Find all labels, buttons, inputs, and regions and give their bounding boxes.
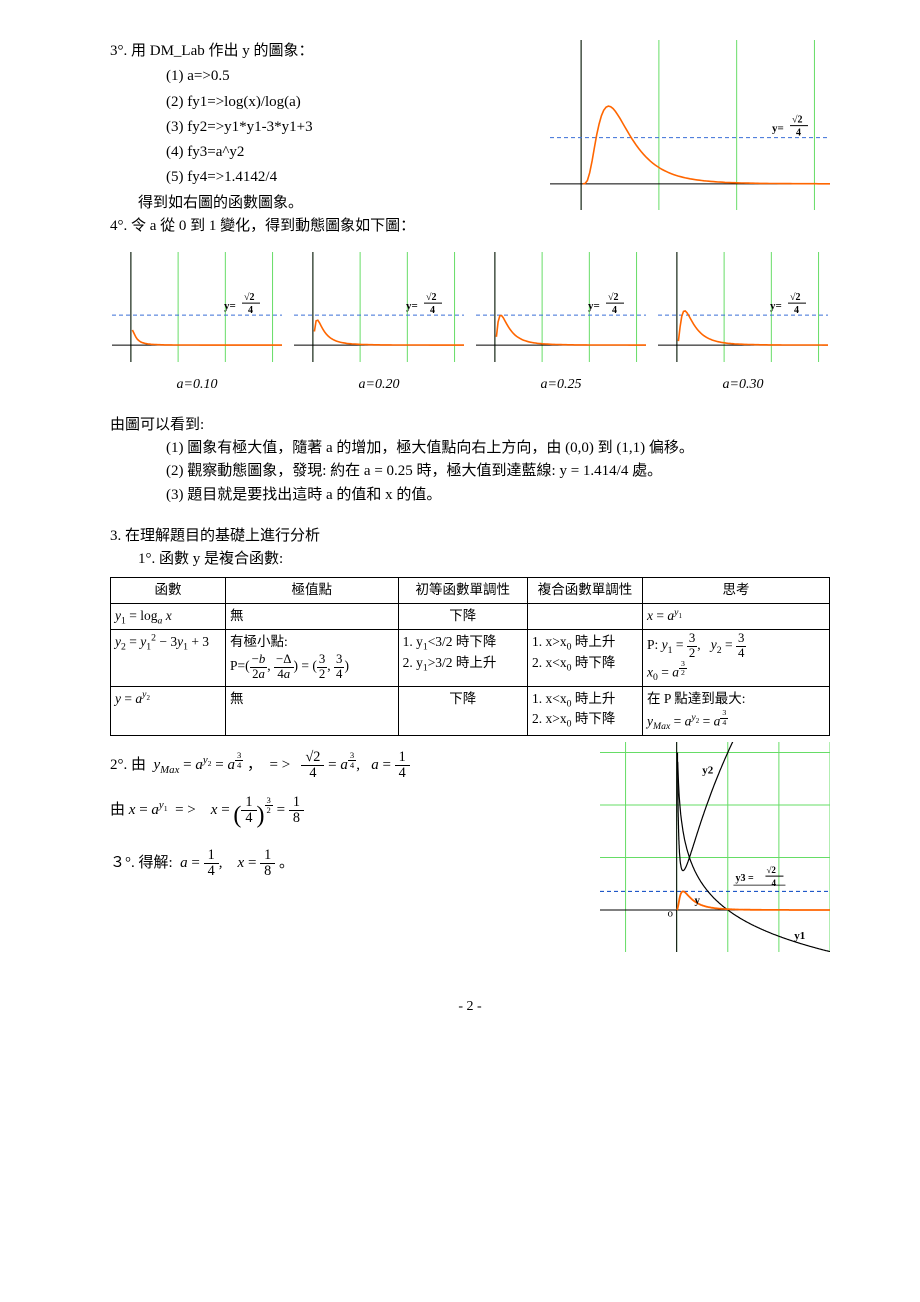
- small-graph: y= √2 4: [476, 252, 646, 362]
- table-cell: 下降: [398, 686, 527, 735]
- formula-item: (2) fy1=>log(x)/log(a): [166, 91, 538, 114]
- eq-ymax: 2°. 由 yMax = ay2 = a34 ， = > √24 = a34, …: [110, 750, 592, 781]
- table-cell: x = ay1: [643, 604, 830, 630]
- small-graph-caption: a=0.10: [110, 374, 284, 396]
- section3-heading: 3. 在理解題目的基礎上進行分析: [110, 525, 830, 548]
- table-cell: y1 = loga x: [111, 604, 226, 630]
- svg-text:y3 =: y3 =: [735, 873, 754, 884]
- final-graph: y2 y1 y o y3 = √2 4: [600, 742, 830, 952]
- svg-text:√2: √2: [608, 292, 619, 303]
- formula-item: (5) fy4=>1.4142/4: [166, 166, 538, 189]
- table-cell: 1. x>x0 時上升2. x<x0 時下降: [527, 630, 642, 686]
- analysis-table: 函數極值點初等函數單調性複合函數單調性思考 y1 = loga x無下降x = …: [110, 577, 830, 735]
- svg-text:y=: y=: [588, 300, 600, 312]
- table-header: 初等函數單調性: [398, 578, 527, 604]
- small-graph: y= √2 4: [112, 252, 282, 362]
- step3-text: 3°. 用 DM_Lab 作出 y 的圖象： (1) a=>0.5 (2) fy1…: [110, 40, 538, 238]
- table-row: y1 = loga x無下降 x = ay1: [111, 604, 830, 630]
- section2b-text: 2°. 由 yMax = ay2 = a34 ， = > √24 = a34, …: [110, 742, 592, 887]
- section3-sub1: 1°. 函數 y 是複合函數:: [138, 548, 830, 571]
- observe-lead: 由圖可以看到:: [110, 414, 830, 437]
- svg-text:4: 4: [794, 305, 799, 316]
- svg-text:√2: √2: [766, 865, 776, 875]
- table-cell: 在 P 點達到最大:yMax = ay2 = a34: [643, 686, 830, 735]
- svg-text:y1: y1: [794, 930, 805, 942]
- observe-list: (1) 圖象有極大值，隨著 a 的增加，極大值點向右上方向，由 (0,0) 到 …: [166, 437, 830, 507]
- table-header-row: 函數極值點初等函數單調性複合函數單調性思考: [111, 578, 830, 604]
- svg-text:4: 4: [612, 305, 617, 316]
- small-graph-caption: a=0.30: [656, 374, 830, 396]
- formula-item: (1) a=>0.5: [166, 65, 538, 88]
- svg-text:√2: √2: [426, 292, 437, 303]
- table-cell: P: y1 = 32, y2 = 34x0 = a32: [643, 630, 830, 686]
- small-graphs-row: y= √2 4 a=0.10 y= √2 4 a=0.20 y= √2 4 a=0.25 y= √2 4 a=…: [110, 252, 830, 396]
- small-graph-caption: a=0.25: [474, 374, 648, 396]
- step3-closing: 得到如右圖的函數圖象。: [138, 192, 538, 215]
- step3-heading: 3°. 用 DM_Lab 作出 y 的圖象：: [110, 40, 538, 63]
- table-cell: 無: [226, 604, 399, 630]
- svg-text:y=: y=: [224, 300, 236, 312]
- final-graph-wrap: y2 y1 y o y3 = √2 4: [600, 742, 830, 960]
- page-number: - 2 -: [110, 996, 830, 1018]
- svg-text:√2: √2: [792, 115, 803, 126]
- svg-text:y2: y2: [702, 764, 714, 776]
- svg-text:√2: √2: [244, 292, 255, 303]
- svg-text:y=: y=: [772, 123, 784, 135]
- step3-row: 3°. 用 DM_Lab 作出 y 的圖象： (1) a=>0.5 (2) fy1…: [110, 40, 830, 238]
- svg-text:4: 4: [248, 305, 253, 316]
- table-cell: y2 = y12 − 3y1 + 3: [111, 630, 226, 686]
- table-header: 思考: [643, 578, 830, 604]
- eq-x: 由 x = ay1 = > x = (14)32 = 18: [110, 795, 592, 834]
- small-graph-cell: y= √2 4 a=0.20: [292, 252, 466, 396]
- small-graph-caption: a=0.20: [292, 374, 466, 396]
- step4-heading: 4°. 令 a 從 0 到 1 變化，得到動態圖象如下圖：: [110, 215, 538, 238]
- small-graph-cell: y= √2 4 a=0.25: [474, 252, 648, 396]
- formula-item: (3) fy2=>y1*y1-3*y1+3: [166, 116, 538, 139]
- svg-text:4: 4: [796, 128, 801, 139]
- table-cell: 1. y1<3/2 時下降2. y1>3/2 時上升: [398, 630, 527, 686]
- table-cell: 1. x<x0 時上升2. x>x0 時下降: [527, 686, 642, 735]
- svg-text:4: 4: [771, 878, 776, 888]
- observe-item: (3) 題目就是要找出這時 a 的值和 x 的值。: [166, 484, 830, 507]
- table-header: 複合函數單調性: [527, 578, 642, 604]
- svg-text:y: y: [695, 894, 701, 906]
- table-row: y2 = y12 − 3y1 + 3有極小點:P=(−b2a, −Δ4a) = …: [111, 630, 830, 686]
- svg-text:y=: y=: [406, 300, 418, 312]
- formula-item: (4) fy3=a^y2: [166, 141, 538, 164]
- observe-item: (2) 觀察動態圖象，發現: 約在 a = 0.25 時，極大值到達藍線: y …: [166, 460, 830, 483]
- observe-item: (1) 圖象有極大值，隨著 a 的增加，極大值點向右上方向，由 (0,0) 到 …: [166, 437, 830, 460]
- small-graph-cell: y= √2 4 a=0.10: [110, 252, 284, 396]
- main-graph: y= √2 4: [550, 40, 830, 210]
- svg-text:4: 4: [430, 305, 435, 316]
- step3-formula-list: (1) a=>0.5 (2) fy1=>log(x)/log(a)(3) fy2=…: [166, 65, 538, 189]
- small-graph: y= √2 4: [294, 252, 464, 362]
- svg-text:y=: y=: [770, 300, 782, 312]
- main-graph-wrap: y= √2 4: [550, 40, 830, 218]
- svg-text:√2: √2: [790, 292, 801, 303]
- small-graph: y= √2 4: [658, 252, 828, 362]
- table-cell: [527, 604, 642, 630]
- small-graph-cell: y= √2 4 a=0.30: [656, 252, 830, 396]
- table-cell: y = ay2: [111, 686, 226, 735]
- svg-text:o: o: [667, 907, 673, 919]
- table-cell: 無: [226, 686, 399, 735]
- table-header: 極值點: [226, 578, 399, 604]
- section2b-row: 2°. 由 yMax = ay2 = a34 ， = > √24 = a34, …: [110, 742, 830, 960]
- table-cell: 下降: [398, 604, 527, 630]
- eq-result: ３°. 得解: a = 14, x = 18 。: [110, 848, 592, 879]
- table-row: y = ay2無下降1. x<x0 時上升2. x>x0 時下降在 P 點達到最…: [111, 686, 830, 735]
- table-header: 函數: [111, 578, 226, 604]
- table-cell: 有極小點:P=(−b2a, −Δ4a) = (32, 34): [226, 630, 399, 686]
